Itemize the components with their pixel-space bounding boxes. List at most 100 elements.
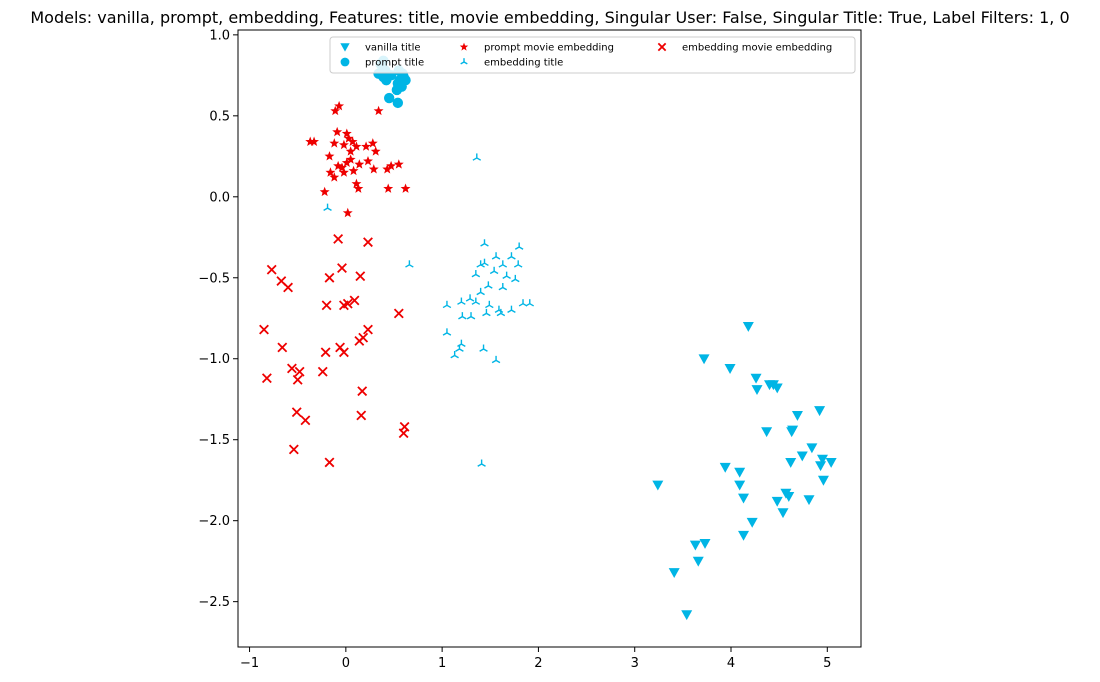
data-point [738,493,750,504]
data-point [266,264,277,275]
data-point [496,308,506,317]
data-point [400,75,411,86]
x-tick-label: 4 [727,656,735,671]
legend-marker [340,57,350,67]
data-point [751,385,763,396]
data-point [353,183,364,193]
data-point [338,167,349,177]
data-point [342,298,353,309]
data-point [305,136,316,146]
legend-item: prompt title [340,57,424,69]
data-point [277,342,288,353]
data-point [750,373,762,384]
x-tick-label: 0 [342,656,350,671]
data-point [458,312,467,320]
data-point [333,160,344,171]
data-point [351,141,362,151]
data-point [349,295,360,306]
data-point [491,355,501,364]
data-point [482,308,491,317]
data-point [294,366,305,377]
data-point [338,139,349,150]
data-point [699,538,711,549]
data-point [323,203,332,211]
data-point [466,312,476,320]
legend-item: embedding movie embedding [657,43,832,54]
data-point [803,495,815,506]
data-point [319,186,330,197]
data-point [341,157,352,167]
x-tick-label: −1 [240,656,259,671]
data-point [354,159,365,169]
data-point [370,146,381,156]
chart-title: Models: vanilla, prompt, embedding, Feat… [30,8,1069,27]
legend-label: embedding movie embedding [682,43,832,54]
data-point [337,162,347,172]
data-point [351,178,362,189]
data-point [367,138,378,148]
data-point [338,347,349,358]
data-point [668,568,680,579]
data-point [480,258,489,267]
data-point [785,457,797,468]
data-point [771,383,783,394]
data-point [286,363,297,374]
legend-item: vanilla title [340,43,421,54]
data-point [325,167,336,177]
y-tick-label: −2.0 [198,514,230,529]
data-point [652,480,664,491]
data-point [332,126,343,137]
data-point [507,252,516,260]
data-point [405,260,414,268]
data-point [771,496,783,507]
data-point [498,282,508,291]
legend-marker [460,58,468,65]
data-point [479,344,488,352]
x-tick-label: 5 [823,656,831,671]
data-point [348,165,359,176]
legend-label: embedding title [484,58,563,69]
y-tick-label: 0.0 [209,190,230,205]
data-point [373,105,384,116]
data-point [300,415,311,426]
data-point [320,347,331,358]
data-point [357,386,368,397]
data-point [329,172,340,182]
data-point [514,242,524,250]
y-tick-label: 0.5 [209,109,230,124]
data-point [476,287,485,296]
data-point [261,373,272,384]
data-point [386,160,397,171]
plot-area [237,29,862,648]
data-point [498,260,508,268]
data-point [796,451,808,462]
data-point [761,427,773,438]
data-point [825,457,837,468]
data-point [442,328,452,336]
y-tick-label: −2.5 [198,595,230,610]
data-point [398,428,409,439]
y-tick-label: 1.0 [209,28,230,43]
data-point [477,459,486,467]
data-point [330,105,341,116]
legend-item: embedding title [460,58,563,69]
data-point [734,480,746,491]
data-point [337,263,347,273]
data-point [724,364,736,374]
data-point [815,461,827,472]
data-point [392,97,404,109]
legend: vanilla title prompt title prompt movie em… [329,36,856,74]
legend-marker [459,42,469,51]
data-point [525,299,535,307]
data-point [450,351,459,359]
data-point [324,151,335,161]
data-point [345,146,356,156]
data-point [383,92,395,104]
data-point [472,153,482,161]
y-axis: 1.0 0.5 0.0 −0.5 −1.0 −1.5 −2.0 −2.5 [198,28,238,610]
legend-label: prompt movie embedding [484,43,614,54]
y-tick-label: −1.0 [198,352,230,367]
data-point [738,530,750,541]
data-point [457,297,466,305]
data-point [455,344,464,352]
